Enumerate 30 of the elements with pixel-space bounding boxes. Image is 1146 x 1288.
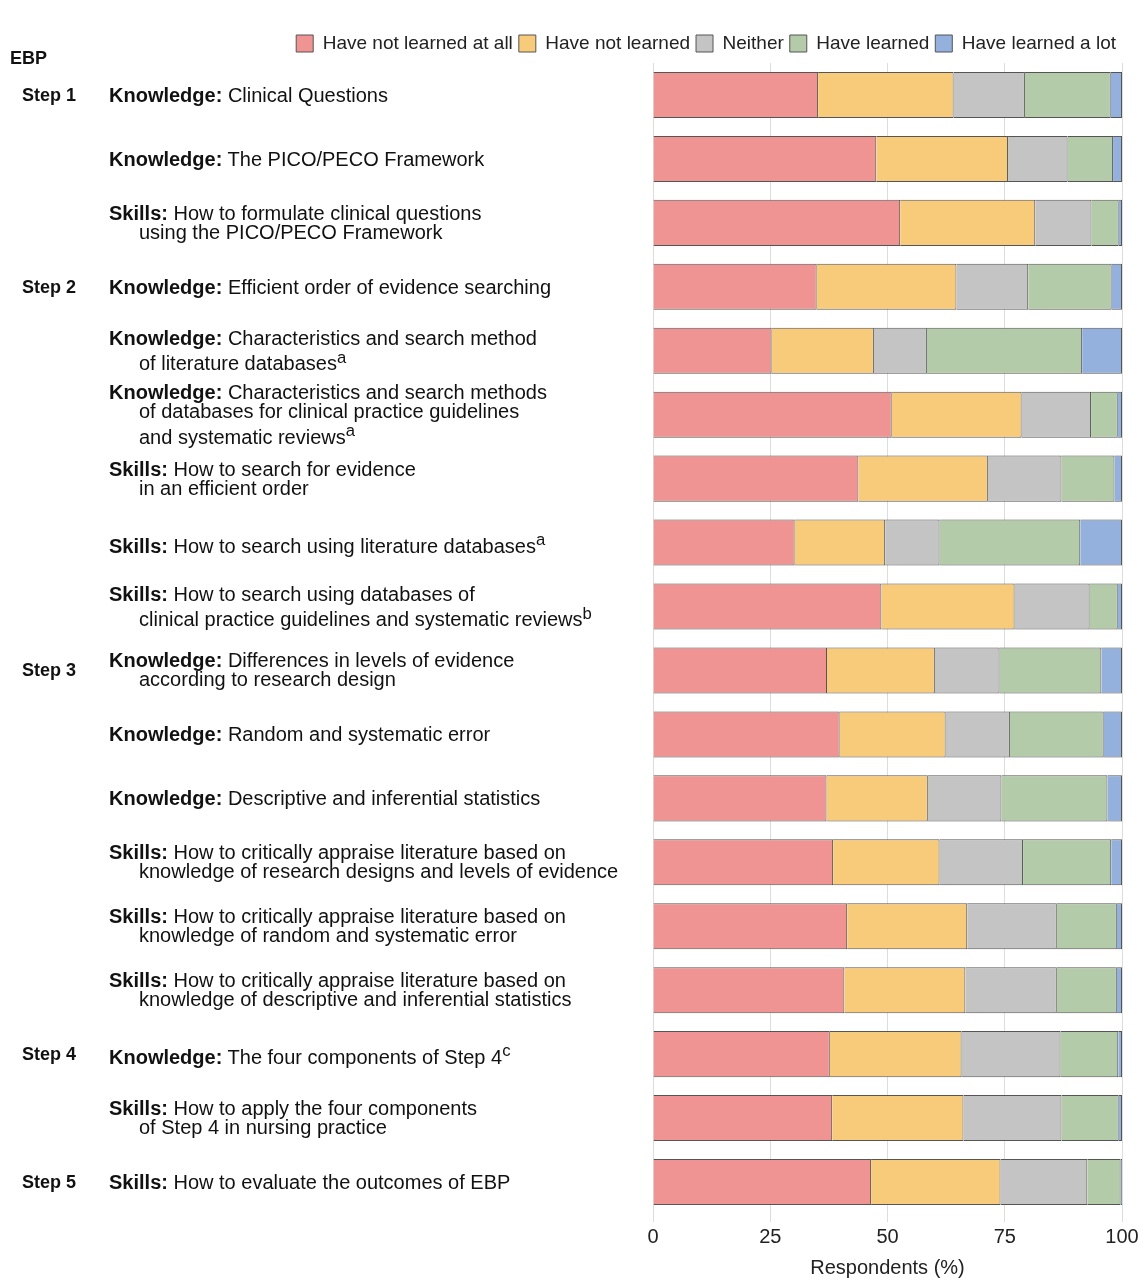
y-tick-label: Skills: How to critically appraise literature based on knowledge of random and systematic error: [109, 905, 566, 947]
x-tick-label: 100: [1105, 1224, 1139, 1247]
x-axis-title: Respondents (%): [810, 1255, 965, 1278]
y-tick-label: Skills: How to critically appraise literature based on knowledge of descriptive and inferential statistics: [109, 969, 572, 1011]
y-tick-label: Skills: How to formulate clinical questions using the PICO/PECO Framework: [109, 201, 482, 243]
y-axis-title: EBP: [10, 48, 48, 69]
category-label: Step 2 Knowledge: Efficient order of evidence searching: [22, 275, 552, 298]
x-tick-label: 0: [647, 1224, 659, 1247]
y-tick-label: Skills: How to search for evidence in an efficient order: [109, 457, 416, 499]
y-tick-label: Knowledge: Characteristics and search methods of databases for clinical practice guidelines and systematic reviews$^{a}$: [109, 380, 547, 448]
legend-label: Neither: [722, 31, 785, 53]
x-tick-label: 25: [759, 1224, 782, 1247]
y-tick-label: Skills: How to search using databases of clinical practice guidelines and systematic reviews$^{b}$: [109, 582, 592, 630]
y-tick-label: Skills: How to search using literature databases$^{a}$: [109, 529, 546, 557]
category-label: Step 5 Skills: How to evaluate the outcomes of EBP: [22, 1170, 511, 1193]
category-label: Step 4 Knowledge: The four components of Step 4$^{c}$: [22, 1041, 511, 1068]
y-tick-label: Knowledge: The PICO/PECO Framework: [109, 147, 485, 170]
legend-label: Have not learned: [545, 31, 691, 53]
y-tick-label: Knowledge: Random and systematic error: [109, 722, 491, 745]
y-tick-label: Knowledge: Characteristics and search method of literature databases$^{a}$: [109, 326, 537, 375]
y-tick-label: Skills: How to critically appraise literature based on knowledge of research designs and levels of evidence: [109, 841, 619, 883]
category-label: Step 3 Knowledge: Differences in levels of evidence according to research design: [22, 649, 515, 691]
x-tick-label: 50: [876, 1224, 899, 1247]
x-tick-label: 75: [993, 1224, 1016, 1247]
legend-label: Have learned: [816, 31, 930, 53]
legend-label: Have not learned at all: [322, 31, 513, 53]
y-tick-label: Skills: How to apply the four components of Step 4 in nursing practice: [109, 1097, 477, 1139]
legend-label: Have learned a lot: [961, 31, 1117, 53]
y-tick-label: Knowledge: Descriptive and inferential statistics: [109, 786, 541, 809]
category-label: Step 1 Knowledge: Clinical Questions: [22, 83, 388, 106]
